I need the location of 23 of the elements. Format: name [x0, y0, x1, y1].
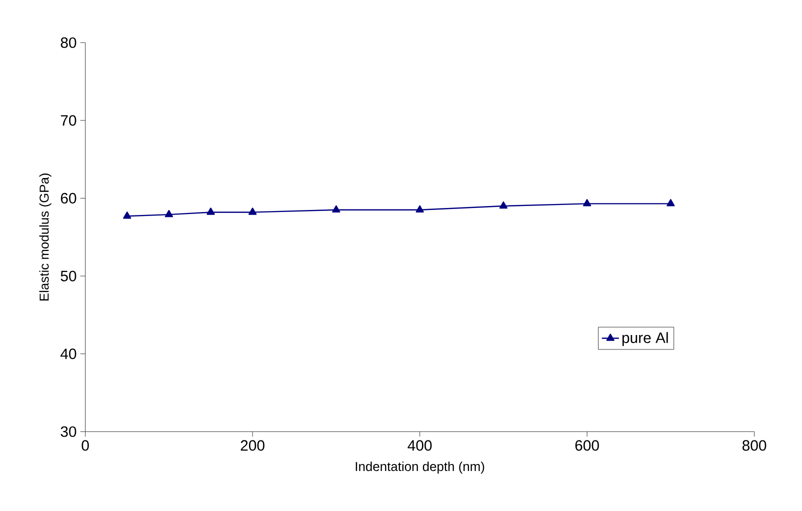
point — [206, 208, 215, 215]
point — [666, 199, 675, 206]
y-tick-label: 40 — [60, 348, 76, 360]
y-tick-label: 60 — [60, 192, 76, 204]
point — [416, 205, 424, 212]
legend-label: pure Al — [622, 332, 668, 346]
x-axis-title: Indentation depth (nm) — [356, 462, 484, 474]
y-axis-title: Elastic modulus (GPa) — [39, 174, 52, 300]
y-tick-label: 80 — [60, 37, 76, 48]
point — [123, 212, 132, 219]
x-tick-label: 800 — [742, 440, 766, 451]
point — [164, 210, 173, 218]
y-tick-label: 30 — [60, 426, 76, 437]
point — [248, 208, 257, 215]
x-tick-label: 600 — [575, 440, 599, 451]
point — [332, 205, 340, 212]
x-tick-label: 0 — [82, 440, 89, 451]
y-tick-label: 50 — [60, 270, 76, 282]
x-tick-label: 200 — [240, 440, 264, 451]
x-tick-label: 400 — [408, 440, 432, 451]
point — [499, 201, 508, 209]
point — [582, 199, 592, 206]
y-tick-label: 70 — [60, 115, 76, 126]
